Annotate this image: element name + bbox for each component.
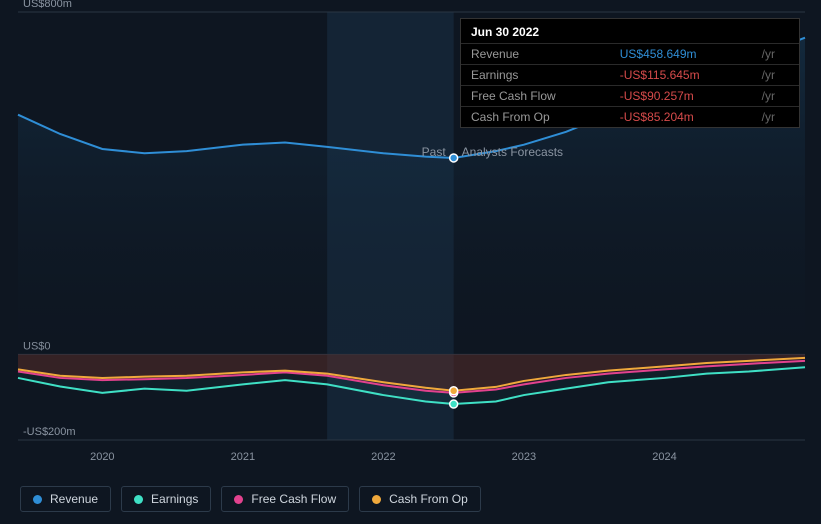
legend-item-earnings[interactable]: Earnings: [121, 486, 211, 512]
x-axis-label: 2022: [371, 451, 395, 463]
x-axis-label: 2021: [231, 451, 255, 463]
legend-label: Cash From Op: [389, 492, 468, 506]
chart-legend: Revenue Earnings Free Cash Flow Cash From O…: [20, 486, 481, 512]
legend-dot-icon: [234, 495, 243, 504]
label-past: Past: [422, 145, 447, 159]
tooltip-row-unit: /yr: [752, 44, 799, 65]
tooltip-row-unit: /yr: [752, 65, 799, 86]
legend-dot-icon: [372, 495, 381, 504]
y-axis-label: US$800m: [23, 0, 72, 10]
legend-label: Free Cash Flow: [251, 492, 336, 506]
label-forecast: Analysts Forecasts: [462, 145, 563, 159]
x-axis-label: 2020: [90, 451, 114, 463]
marker-earnings: [450, 400, 458, 408]
legend-item-cfo[interactable]: Cash From Op: [359, 486, 481, 512]
marker-revenue: [450, 154, 458, 162]
chart-tooltip: Jun 30 2022 RevenueUS$458.649m/yrEarning…: [460, 18, 800, 128]
legend-label: Revenue: [50, 492, 98, 506]
tooltip-row-label: Earnings: [461, 65, 610, 86]
tooltip-row-value: -US$90.257m: [610, 86, 752, 107]
x-axis-label: 2023: [512, 451, 536, 463]
legend-item-fcf[interactable]: Free Cash Flow: [221, 486, 349, 512]
tooltip-row: RevenueUS$458.649m/yr: [461, 44, 799, 65]
legend-item-revenue[interactable]: Revenue: [20, 486, 111, 512]
tooltip-row-value: -US$115.645m: [610, 65, 752, 86]
tooltip-row-value: -US$85.204m: [610, 107, 752, 128]
tooltip-row-unit: /yr: [752, 86, 799, 107]
tooltip-row-unit: /yr: [752, 107, 799, 128]
legend-label: Earnings: [151, 492, 198, 506]
marker-cfo: [450, 387, 458, 395]
x-axis-label: 2024: [652, 451, 676, 463]
financial-chart: US$800mUS$0-US$200m20202021202220232024P…: [0, 0, 821, 524]
tooltip-row-label: Revenue: [461, 44, 610, 65]
legend-dot-icon: [134, 495, 143, 504]
tooltip-row: Cash From Op-US$85.204m/yr: [461, 107, 799, 128]
legend-dot-icon: [33, 495, 42, 504]
tooltip-table: RevenueUS$458.649m/yrEarnings-US$115.645…: [461, 43, 799, 127]
tooltip-row-label: Cash From Op: [461, 107, 610, 128]
tooltip-row: Earnings-US$115.645m/yr: [461, 65, 799, 86]
y-axis-label: -US$200m: [23, 426, 76, 438]
tooltip-row-value: US$458.649m: [610, 44, 752, 65]
tooltip-row: Free Cash Flow-US$90.257m/yr: [461, 86, 799, 107]
tooltip-title: Jun 30 2022: [461, 19, 799, 43]
tooltip-row-label: Free Cash Flow: [461, 86, 610, 107]
